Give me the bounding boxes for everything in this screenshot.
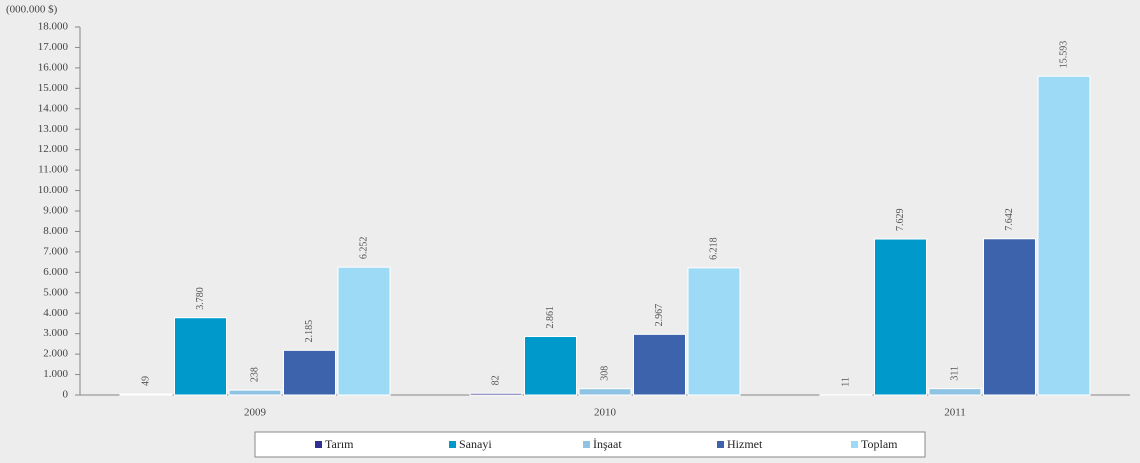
y-tick-label: 3.000 [43, 327, 68, 339]
y-axis-label: (000.000 $) [6, 4, 58, 16]
legend-swatch [315, 441, 322, 448]
value-label: 2.967 [654, 304, 665, 327]
y-tick-label: 1.000 [43, 368, 68, 380]
value-label: 311 [949, 366, 960, 381]
legend-label: İnşaat [593, 437, 622, 451]
bar [1037, 75, 1091, 396]
bar [337, 266, 391, 396]
value-label: 3.780 [195, 287, 206, 310]
y-tick-label: 17.000 [38, 41, 69, 53]
legend-label: Sanayi [459, 437, 492, 451]
legend-swatch [851, 441, 858, 448]
bar [228, 389, 282, 396]
y-tick-label: 15.000 [38, 82, 69, 94]
x-tick-label: 2011 [944, 407, 966, 419]
bar [283, 349, 336, 396]
x-tick-label: 2010 [594, 407, 617, 419]
bar [983, 238, 1036, 396]
value-label: 238 [249, 367, 260, 382]
y-tick-label: 10.000 [38, 184, 69, 196]
y-tick-label: 6.000 [43, 266, 68, 278]
y-tick-label: 0 [63, 389, 69, 401]
value-label: 49 [140, 376, 151, 386]
y-tick-label: 14.000 [38, 102, 69, 114]
bar [119, 393, 173, 396]
value-label: 2.861 [545, 306, 556, 329]
legend-label: Hizmet [727, 437, 763, 451]
value-label: 11 [840, 377, 851, 387]
y-tick-label: 5.000 [43, 286, 68, 298]
y-tick-label: 16.000 [38, 61, 69, 73]
y-tick-label: 4.000 [43, 307, 68, 319]
bar [633, 333, 686, 396]
bar [578, 388, 632, 396]
value-label: 7.642 [1004, 208, 1015, 231]
bar [469, 392, 523, 396]
legend-swatch [717, 441, 724, 448]
bar [928, 388, 982, 396]
y-tick-label: 2.000 [43, 348, 68, 360]
y-tick-label: 7.000 [43, 245, 68, 257]
bar [687, 267, 741, 396]
value-label: 6.218 [708, 237, 719, 260]
bar [524, 336, 577, 396]
y-tick-label: 12.000 [38, 143, 69, 155]
bar [174, 317, 227, 396]
value-label: 2.185 [304, 320, 315, 343]
y-tick-label: 9.000 [43, 205, 68, 217]
value-label: 7.629 [895, 209, 906, 232]
value-label: 6.252 [358, 237, 369, 260]
y-tick-label: 11.000 [38, 164, 68, 176]
bar [874, 238, 927, 396]
y-tick-label: 13.000 [38, 123, 69, 135]
y-tick-label: 18.000 [38, 21, 69, 33]
x-tick-label: 2009 [244, 407, 267, 419]
legend-swatch [583, 441, 590, 448]
y-tick-label: 8.000 [43, 225, 68, 237]
legend-label: Toplam [861, 437, 898, 451]
value-label: 15.593 [1058, 41, 1069, 69]
value-label: 308 [599, 366, 610, 381]
value-label: 82 [490, 375, 501, 385]
legend-label: Tarım [325, 437, 354, 451]
legend-swatch [449, 441, 456, 448]
